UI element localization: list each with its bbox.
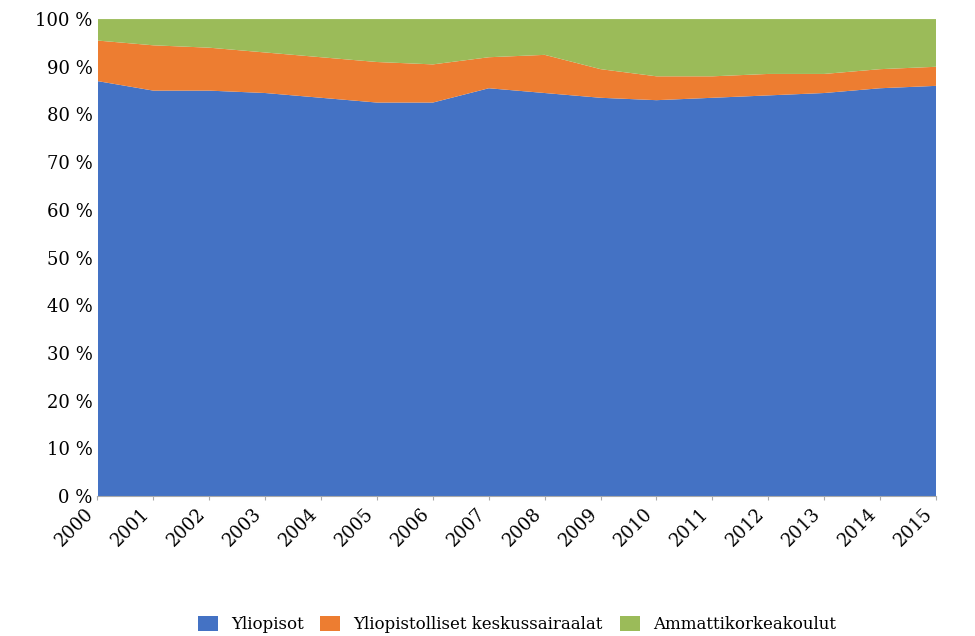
Legend: Yliopisot, Yliopistolliset keskussairaalat, Ammattikorkeakoulut: Yliopisot, Yliopistolliset keskussairaal…	[191, 609, 842, 636]
